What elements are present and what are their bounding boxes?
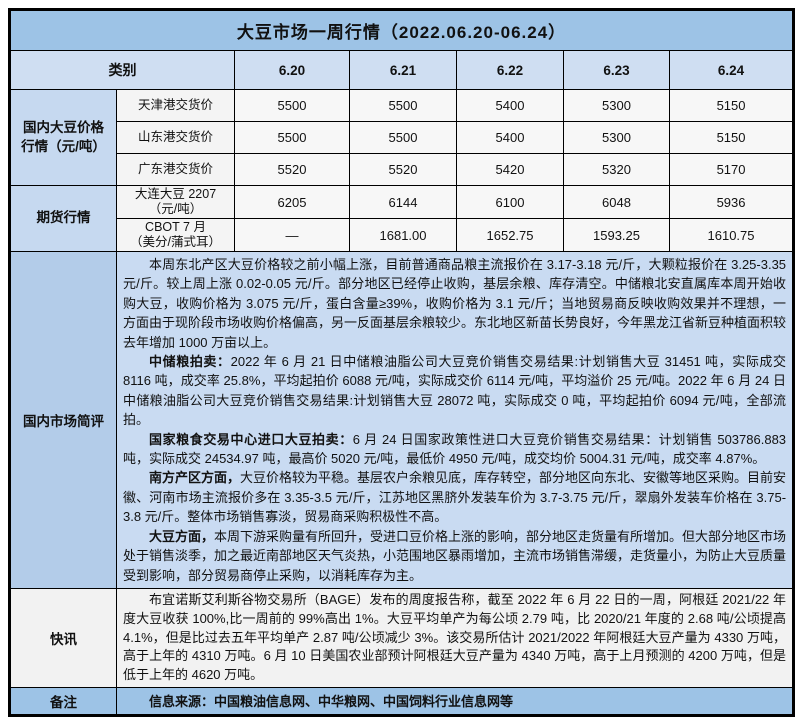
table-row: 快讯 布宜诺斯艾利斯谷物交易所（BAGE）发布的周度报告称，截至 2022 年 … (9, 587, 795, 688)
price-cell: 5400 (456, 89, 564, 122)
category-header: 类别 (9, 50, 235, 90)
price-cell: — (234, 218, 350, 252)
date-header: 6.20 (234, 50, 350, 90)
price-cell: 6205 (234, 185, 350, 219)
price-cell: 5170 (668, 153, 795, 186)
table-row: 山东港交货价 5500 5500 5400 5300 5150 (10, 121, 795, 154)
table-row: 备注 信息来源：中国粮油信息网、中华粮网、中国饲料行业信息网等 (9, 686, 795, 716)
section-label-notes: 备注 (9, 686, 117, 716)
review-paragraph: 本周东北产区大豆价格较之前小幅上涨，目前普通商品粮主流报价在 3.17-3.18… (123, 255, 786, 352)
title-row: 大豆市场一周行情（2022.06.20-06.24） (8, 9, 795, 51)
paragraph-lead: 南方产区方面， (149, 470, 241, 486)
review-paragraph: 中储粮拍卖：2022 年 6 月 21 日中储粮油脂公司大豆竞价销售交易结果:计… (123, 352, 786, 430)
section-label-futures: 期货行情 (9, 185, 117, 252)
review-paragraph: 南方产区方面，大豆价格较为平稳。基层农户余粮见底，库存转空，部分地区向东北、安徽… (123, 468, 786, 526)
date-header: 6.23 (563, 50, 670, 90)
date-header: 6.24 (668, 50, 795, 90)
news-paragraph: 布宜诺斯艾利斯谷物交易所（BAGE）发布的周度报告称，截至 2022 年 6 月… (123, 591, 787, 683)
row-label-cbot-july: CBOT 7 月 （美分/蒲式耳） (116, 218, 235, 252)
header-row: 类别 6.20 6.21 6.22 6.23 6.24 (9, 50, 795, 90)
market-review-content: 本周东北产区大豆价格较之前小幅上涨，目前普通商品粮主流报价在 3.17-3.18… (115, 251, 795, 589)
table-row: 国内大豆价格 行情（元/吨） 天津港交货价 5500 5500 5400 530… (9, 89, 795, 186)
paragraph-lead: 中储粮拍卖： (149, 354, 231, 370)
price-cell: 5300 (563, 89, 670, 122)
table-row: CBOT 7 月 （美分/蒲式耳） — 1681.00 1652.75 1593… (10, 218, 795, 252)
table-row: 广东港交货价 5520 5520 5420 5320 5170 (10, 153, 795, 186)
row-label-guangdong-port: 广东港交货价 (116, 153, 235, 186)
date-header: 6.21 (349, 50, 457, 90)
row-label-shandong-port: 山东港交货价 (116, 121, 235, 154)
price-cell: 5300 (563, 121, 670, 154)
news-content: 布宜诺斯艾利斯谷物交易所（BAGE）发布的周度报告称，截至 2022 年 6 月… (115, 587, 795, 688)
price-cell: 5500 (234, 121, 350, 154)
price-cell: 6144 (349, 185, 457, 219)
review-paragraph: 国家粮食交易中心进口大豆拍卖：6 月 24 日国家政策性进口大豆竞价销售交易结果… (123, 430, 786, 469)
price-cell: 5500 (234, 89, 350, 122)
price-cell: 6100 (456, 185, 564, 219)
row-label-dalian-soybean-2207: 大连大豆 2207 （元/吨） (116, 185, 235, 219)
price-cell: 5150 (668, 89, 795, 122)
paragraph-text: 2022 年 6 月 21 日中储粮油脂公司大豆竞价销售交易结果:计划销售大豆 … (123, 354, 787, 428)
paragraph-lead: 国家粮食交易中心进口大豆拍卖： (149, 431, 353, 447)
date-header: 6.22 (456, 50, 564, 90)
report-title: 大豆市场一周行情（2022.06.20-06.24） (8, 9, 795, 51)
price-cell: 1593.25 (563, 218, 670, 252)
price-cell: 1610.75 (668, 218, 795, 252)
paragraph-text: 大豆价格较为平稳。基层农户余粮见底，库存转空，部分地区向东北、安徽等地区采购。目… (123, 470, 787, 525)
paragraph-text: 本周下游采购量有所回升，受进口豆价格上涨的影响，部分地区走货量有所增加。但大部分… (123, 528, 787, 583)
report-page: 大豆市场一周行情（2022.06.20-06.24） 类别 6.20 6.21 … (8, 8, 796, 717)
row-label-tianjin-port: 天津港交货价 (116, 89, 235, 122)
paragraph-text: 6 月 24 日国家政策性进口大豆竞价销售交易结果：计划销售 503786.88… (123, 431, 787, 467)
notes-content: 信息来源：中国粮油信息网、中华粮网、中国饲料行业信息网等 (115, 686, 795, 716)
price-cell: 5320 (563, 153, 670, 186)
section-label-news: 快讯 (9, 587, 117, 688)
price-cell: 5500 (349, 121, 457, 154)
price-cell: 1652.75 (456, 218, 564, 252)
price-cell: 1681.00 (349, 218, 457, 252)
price-cell: 5420 (456, 153, 564, 186)
paragraph-lead: 大豆方面， (149, 528, 215, 544)
paragraph-text: 本周东北产区大豆价格较之前小幅上涨，目前普通商品粮主流报价在 3.17-3.18… (123, 257, 787, 350)
price-cell: 5150 (668, 121, 795, 154)
price-cell: 6048 (563, 185, 670, 219)
section-label-market-review: 国内市场简评 (9, 251, 117, 589)
price-cell: 5400 (456, 121, 564, 154)
table-row: 期货行情 大连大豆 2207 （元/吨） 6205 6144 6100 6048… (9, 185, 795, 252)
section-label-domestic-prices: 国内大豆价格 行情（元/吨） (9, 89, 117, 186)
price-cell: 5520 (349, 153, 457, 186)
soybean-weekly-report-table: 大豆市场一周行情（2022.06.20-06.24） 类别 6.20 6.21 … (8, 8, 796, 717)
table-row: 国内市场简评 本周东北产区大豆价格较之前小幅上涨，目前普通商品粮主流报价在 3.… (9, 251, 795, 589)
review-paragraph: 大豆方面，本周下游采购量有所回升，受进口豆价格上涨的影响，部分地区走货量有所增加… (123, 527, 786, 585)
price-cell: 5520 (234, 153, 350, 186)
price-cell: 5500 (349, 89, 457, 122)
price-cell: 5936 (668, 185, 795, 219)
